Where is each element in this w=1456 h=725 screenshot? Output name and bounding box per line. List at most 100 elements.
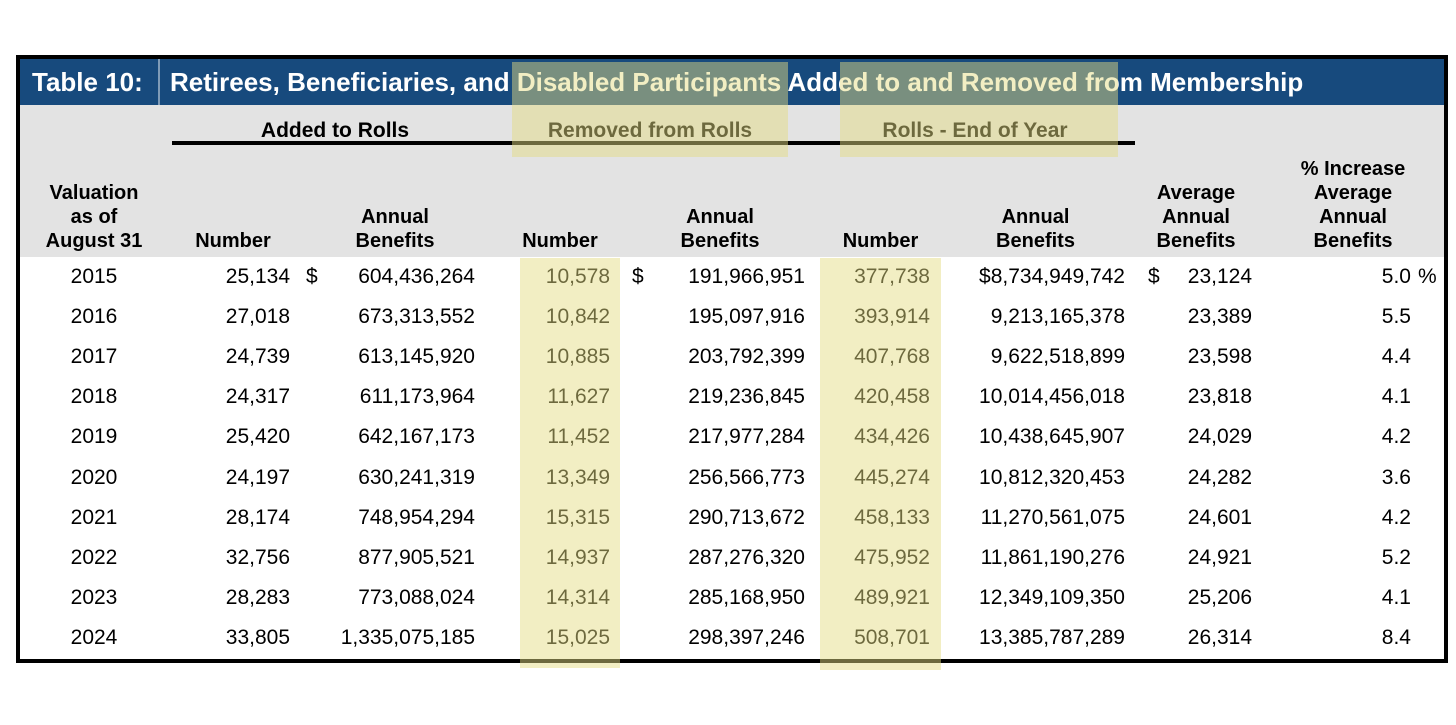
cell-rolls-benefits: 11,270,561,075	[980, 505, 1125, 529]
cell-value: 613,145,920	[358, 345, 475, 369]
column-header-valuation: Valuation as of August 31	[20, 157, 168, 260]
cell-rolls-benefits: 13,385,787,289	[979, 625, 1125, 649]
cell-rolls-number: 377,738	[854, 265, 930, 289]
cell-removed-benefits: 217,977,284	[620, 425, 820, 449]
table-row-2022: 2022 32,756 877,905,521 14,937 287,276,3…	[20, 538, 1444, 578]
cell-pct-increase: 8.4	[1262, 626, 1444, 650]
cell-pct-increase: 5.5	[1262, 305, 1444, 329]
cell-value: 604,436,264	[358, 265, 475, 289]
cell-year: 2018	[70, 385, 118, 409]
cell-removed-number: 11,627	[547, 385, 610, 409]
cell-rolls-number: 407,768	[854, 345, 930, 369]
column-header-removed-number: Number	[522, 230, 598, 252]
group-header-added-to-rolls: Added to Rolls	[260, 119, 410, 142]
cell-added-benefits: 630,241,319	[298, 466, 520, 490]
cell-value: 773,088,024	[358, 585, 475, 609]
column-header-average-annual-benefits: Average Annual Benefits	[1130, 157, 1262, 260]
table-title: Retirees, Beneficiaries, and Disabled Pa…	[170, 66, 1304, 97]
cell-removed-number: 13,349	[545, 465, 610, 489]
cell-added-benefits: 613,145,920	[298, 345, 520, 369]
cell-rolls-benefits: 10,438,645,907	[979, 425, 1125, 449]
cell-pct-increase: 3.6	[1262, 466, 1444, 490]
cell-added-number: 25,420	[225, 425, 290, 449]
cell-added-benefits: 748,954,294	[298, 506, 520, 530]
cell-added-number: 32,756	[225, 545, 290, 569]
column-header-rolls-number: Number	[842, 230, 919, 252]
cell-removed-number: 11,452	[547, 425, 610, 449]
cell-rolls-benefits: 10,014,456,018	[979, 385, 1125, 409]
cell-average-benefits: 23,598	[1130, 345, 1262, 369]
cell-removed-benefits: 203,792,399	[620, 345, 820, 369]
column-header-row: Valuation as of August 31 Number Annual …	[20, 157, 1444, 257]
cell-year: 2017	[70, 345, 118, 369]
header-line: Annual	[1319, 206, 1387, 228]
cell-rolls-benefits: 9,213,165,378	[990, 305, 1125, 329]
cell-added-benefits: 877,905,521	[298, 546, 520, 570]
cell-added-benefits: 642,167,173	[298, 425, 520, 449]
cell-year: 2022	[70, 545, 118, 569]
cell-value: 24,601	[1187, 505, 1252, 529]
dollar-sign: $	[632, 265, 644, 289]
cell-year: 2024	[70, 625, 118, 649]
column-header-removed-benefits: Annual Benefits	[620, 157, 820, 260]
header-line: August 31	[45, 230, 143, 252]
header-line: Annual	[686, 206, 754, 228]
table-number-label: Table 10:	[32, 66, 143, 97]
cell-rolls-number: 475,952	[854, 545, 930, 569]
cell-rolls-number: 445,274	[854, 465, 930, 489]
cell-value: 219,236,845	[688, 385, 805, 409]
header-line: Valuation	[49, 182, 139, 204]
cell-added-number: 33,805	[225, 625, 290, 649]
cell-added-number: 24,739	[225, 345, 290, 369]
cell-value: 25,206	[1187, 585, 1252, 609]
cell-value: 1,335,075,185	[340, 625, 475, 649]
group-header-row: Added to Rolls Removed from Rolls Rolls …	[20, 105, 1444, 157]
column-header-added-number: Number	[195, 230, 271, 252]
header-line: Benefits	[680, 230, 760, 252]
cell-added-number: 28,283	[225, 585, 290, 609]
cell-rolls-number: 489,921	[854, 585, 930, 609]
cell-value: 4.1	[1381, 585, 1411, 609]
cell-pct-increase: 5.0%	[1262, 265, 1444, 289]
cell-average-benefits: 24,029	[1130, 425, 1262, 449]
cell-year: 2021	[70, 505, 118, 529]
membership-table: Table 10: Retirees, Beneficiaries, and D…	[16, 55, 1448, 663]
cell-added-benefits: 773,088,024	[298, 586, 520, 610]
cell-value: 24,029	[1187, 425, 1252, 449]
cell-removed-number: 15,315	[545, 505, 610, 529]
cell-rolls-benefits: 9,622,518,899	[990, 345, 1125, 369]
dollar-sign: $	[1148, 265, 1160, 289]
cell-pct-increase: 5.2	[1262, 546, 1444, 570]
cell-removed-number: 10,842	[545, 305, 610, 329]
cell-rolls-benefits: 12,349,109,350	[979, 585, 1125, 609]
column-header-pct-increase: % Increase Average Annual Benefits	[1262, 157, 1444, 260]
cell-added-number: 28,174	[225, 505, 290, 529]
cell-value: 5.0	[1381, 265, 1411, 289]
table-row-2021: 2021 28,174 748,954,294 15,315 290,713,6…	[20, 498, 1444, 538]
cell-value: 748,954,294	[358, 505, 475, 529]
table-row-2020: 2020 24,197 630,241,319 13,349 256,566,7…	[20, 457, 1444, 497]
cell-added-benefits: $604,436,264	[298, 265, 520, 289]
cell-rolls-benefits: 11,861,190,276	[980, 545, 1125, 569]
cell-pct-increase: 4.1	[1262, 586, 1444, 610]
header-line: Average	[1313, 182, 1393, 204]
cell-value: 630,241,319	[358, 465, 475, 489]
cell-average-benefits: 23,389	[1130, 305, 1262, 329]
cell-rolls-number: 420,458	[854, 385, 930, 409]
cell-value: 26,314	[1187, 625, 1252, 649]
header-line: % Increase	[1300, 158, 1406, 180]
cell-removed-benefits: $191,966,951	[620, 265, 820, 289]
cell-value: 23,818	[1187, 385, 1252, 409]
cell-year: 2020	[70, 465, 118, 489]
cell-removed-number: 10,885	[545, 345, 610, 369]
cell-removed-benefits: 298,397,246	[620, 626, 820, 650]
cell-value: 287,276,320	[688, 545, 805, 569]
cell-value: 195,097,916	[688, 305, 805, 329]
cell-removed-benefits: 285,168,950	[620, 586, 820, 610]
cell-average-benefits: $23,124	[1130, 265, 1262, 289]
cell-average-benefits: 24,921	[1130, 546, 1262, 570]
cell-value: 611,173,964	[359, 385, 475, 409]
cell-value: 4.4	[1381, 345, 1411, 369]
cell-removed-benefits: 287,276,320	[620, 546, 820, 570]
header-line: Benefits	[1156, 230, 1236, 252]
